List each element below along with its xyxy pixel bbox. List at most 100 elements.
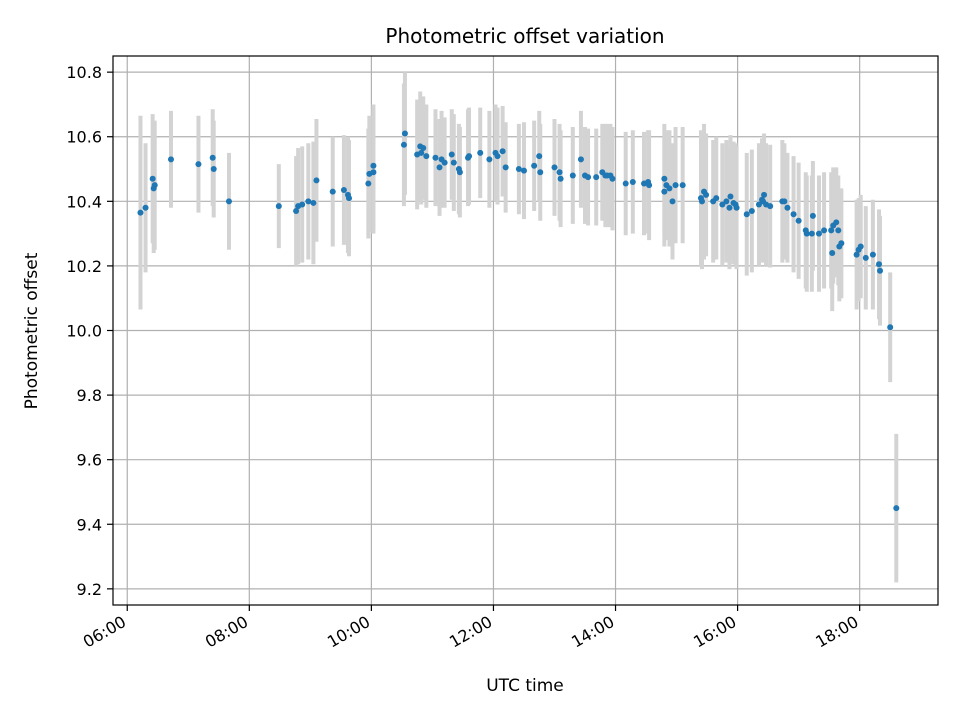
data-point <box>346 195 353 202</box>
data-point <box>441 159 448 166</box>
data-point <box>370 162 377 169</box>
data-point <box>293 208 300 215</box>
data-point <box>577 156 584 163</box>
data-point <box>305 198 312 205</box>
data-point <box>755 201 762 208</box>
data-point <box>733 204 740 211</box>
data-point <box>829 249 836 256</box>
y-tick-label: 10.2 <box>66 257 102 276</box>
data-point <box>875 261 882 268</box>
data-point <box>531 162 538 169</box>
data-point <box>151 182 158 189</box>
data-point <box>299 201 306 208</box>
data-point <box>629 178 636 185</box>
data-point <box>857 243 864 250</box>
data-point <box>593 174 600 181</box>
y-tick-label: 10.6 <box>66 128 102 147</box>
chart-title: Photometric offset variation <box>385 24 664 48</box>
data-point <box>622 180 629 187</box>
data-point <box>838 240 845 247</box>
data-point <box>400 141 407 148</box>
data-point <box>803 230 810 237</box>
data-point <box>450 159 457 166</box>
data-point <box>401 130 408 137</box>
data-point <box>790 211 797 218</box>
data-point <box>423 153 430 160</box>
data-point <box>477 149 484 156</box>
y-tick-label: 9.4 <box>77 515 102 534</box>
data-point <box>370 169 377 176</box>
y-tick-label: 9.8 <box>77 386 102 405</box>
data-point <box>809 212 816 219</box>
data-point <box>551 164 558 171</box>
data-point <box>781 198 788 205</box>
data-point <box>887 324 894 331</box>
data-point <box>499 148 506 155</box>
y-tick-label: 9.6 <box>77 451 102 470</box>
data-point <box>723 198 730 205</box>
data-point <box>142 204 149 211</box>
data-point <box>313 177 320 184</box>
data-point <box>536 153 543 160</box>
data-point <box>795 217 802 224</box>
data-point <box>713 195 720 202</box>
data-point <box>698 198 705 205</box>
data-point <box>418 149 425 156</box>
data-point <box>828 227 835 234</box>
y-tick-label: 10.4 <box>66 192 102 211</box>
data-point <box>833 219 840 226</box>
data-point <box>784 204 791 211</box>
data-point <box>225 198 232 205</box>
data-point <box>515 166 522 173</box>
data-point <box>448 151 455 158</box>
data-point <box>502 164 509 171</box>
data-point <box>703 191 710 198</box>
data-point <box>436 164 443 171</box>
data-point <box>209 154 216 161</box>
data-point <box>815 230 822 237</box>
data-point <box>661 175 668 182</box>
data-point <box>557 175 564 182</box>
data-point <box>835 227 842 234</box>
data-point <box>275 203 282 210</box>
y-axis-title: Photometric offset <box>22 252 42 409</box>
data-point <box>669 198 676 205</box>
data-point <box>486 156 493 163</box>
data-point <box>877 267 884 274</box>
data-point <box>672 182 679 189</box>
data-point <box>893 505 900 512</box>
data-point <box>727 193 734 200</box>
data-point <box>466 153 473 160</box>
data-point <box>310 199 317 206</box>
data-point <box>210 166 217 173</box>
data-point <box>569 172 576 179</box>
data-point <box>365 180 372 187</box>
data-point <box>537 169 544 176</box>
data-point <box>748 208 755 215</box>
data-point <box>195 161 202 168</box>
data-point <box>456 169 463 176</box>
data-point <box>719 201 726 208</box>
data-point <box>609 175 616 182</box>
data-point <box>808 230 815 237</box>
data-point <box>743 211 750 218</box>
y-axis-ticks: 9.2 9.4 9.6 9.8 10.0 10.2 10.4 10.6 10.8 <box>66 63 113 599</box>
data-point <box>556 169 563 176</box>
data-points <box>137 130 900 512</box>
data-point <box>520 167 527 174</box>
data-point <box>494 153 501 160</box>
data-point <box>761 191 768 198</box>
data-point <box>167 156 174 163</box>
y-tick-label: 9.2 <box>77 580 102 599</box>
data-point <box>661 188 668 195</box>
data-point <box>767 203 774 210</box>
data-point <box>432 154 439 161</box>
data-point <box>329 188 336 195</box>
data-point <box>821 227 828 234</box>
data-point <box>666 185 673 192</box>
data-point <box>646 182 653 189</box>
x-axis-title: UTC time <box>486 676 564 696</box>
data-point <box>340 187 347 194</box>
data-point <box>149 175 156 182</box>
